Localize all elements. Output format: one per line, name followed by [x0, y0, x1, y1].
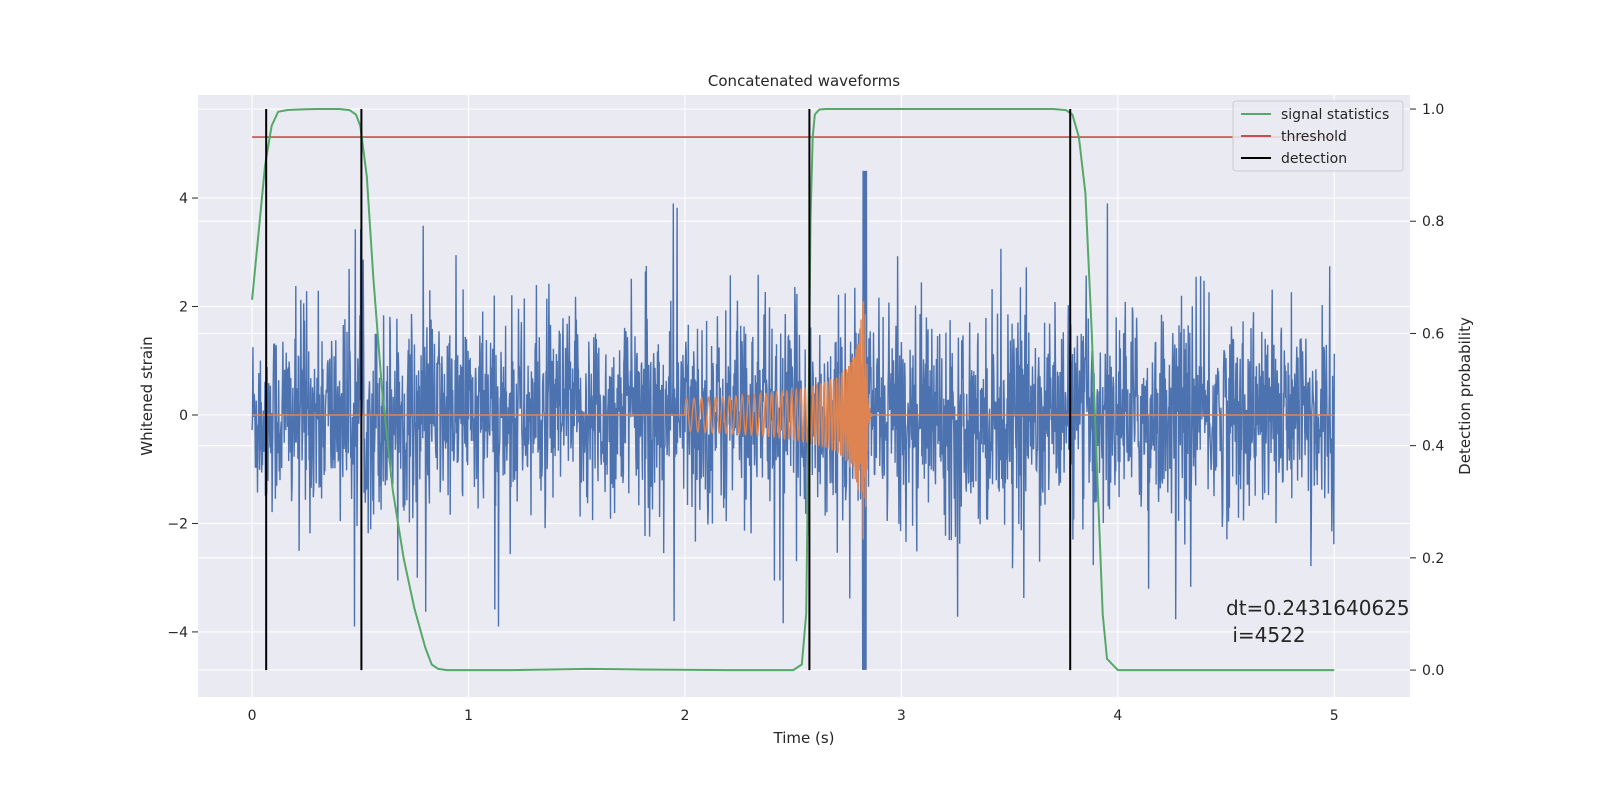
signal-statistics-line: [251, 108, 1335, 672]
chart-title: Concatenated waveforms: [708, 72, 900, 90]
x-tick-label: 1: [464, 708, 473, 724]
y-tick-label: 4: [179, 191, 188, 207]
x-tick-label: 2: [681, 708, 690, 724]
chirp-series-line: [252, 301, 1335, 540]
legend-label: signal statistics: [1281, 107, 1389, 123]
axes: 0 1 2 3 4 5 −4 −2 0 2 4 0.0 0.2 0.4 0.6 0.8 1.0: [167, 102, 1444, 724]
y2-tick-label: 0.0: [1422, 663, 1444, 679]
x-tick-label: 4: [1113, 708, 1122, 724]
y-tick-label: 0: [179, 408, 188, 424]
y2-tick-label: 0.6: [1422, 326, 1444, 342]
series-layer: [251, 108, 1336, 672]
x-tick-label: 3: [897, 708, 906, 724]
y2-tick-label: 0.4: [1422, 439, 1444, 455]
y-axis-label: Whitened strain: [138, 336, 156, 455]
annotation-dt: dt=0.2431640625: [1226, 596, 1410, 620]
y2-tick-label: 1.0: [1422, 102, 1444, 118]
y-tick-label: −4: [167, 625, 188, 641]
y-tick-label: 2: [179, 300, 188, 316]
x-axis-label: Time (s): [773, 729, 835, 747]
y2-tick-label: 0.8: [1422, 214, 1444, 230]
x-tick-label: 0: [248, 708, 257, 724]
legend-box: [1232, 100, 1404, 172]
y2-tick-label: 0.2: [1422, 551, 1444, 567]
legend-label: threshold: [1281, 129, 1347, 145]
y2-axis-label: Detection probability: [1456, 317, 1474, 475]
annotation-index: i=4522: [1226, 623, 1306, 647]
legend-label: detection: [1281, 151, 1347, 167]
x-tick-label: 5: [1330, 708, 1339, 724]
legend: signal statistics threshold detection: [1232, 100, 1404, 172]
y-tick-label: −2: [167, 516, 188, 532]
